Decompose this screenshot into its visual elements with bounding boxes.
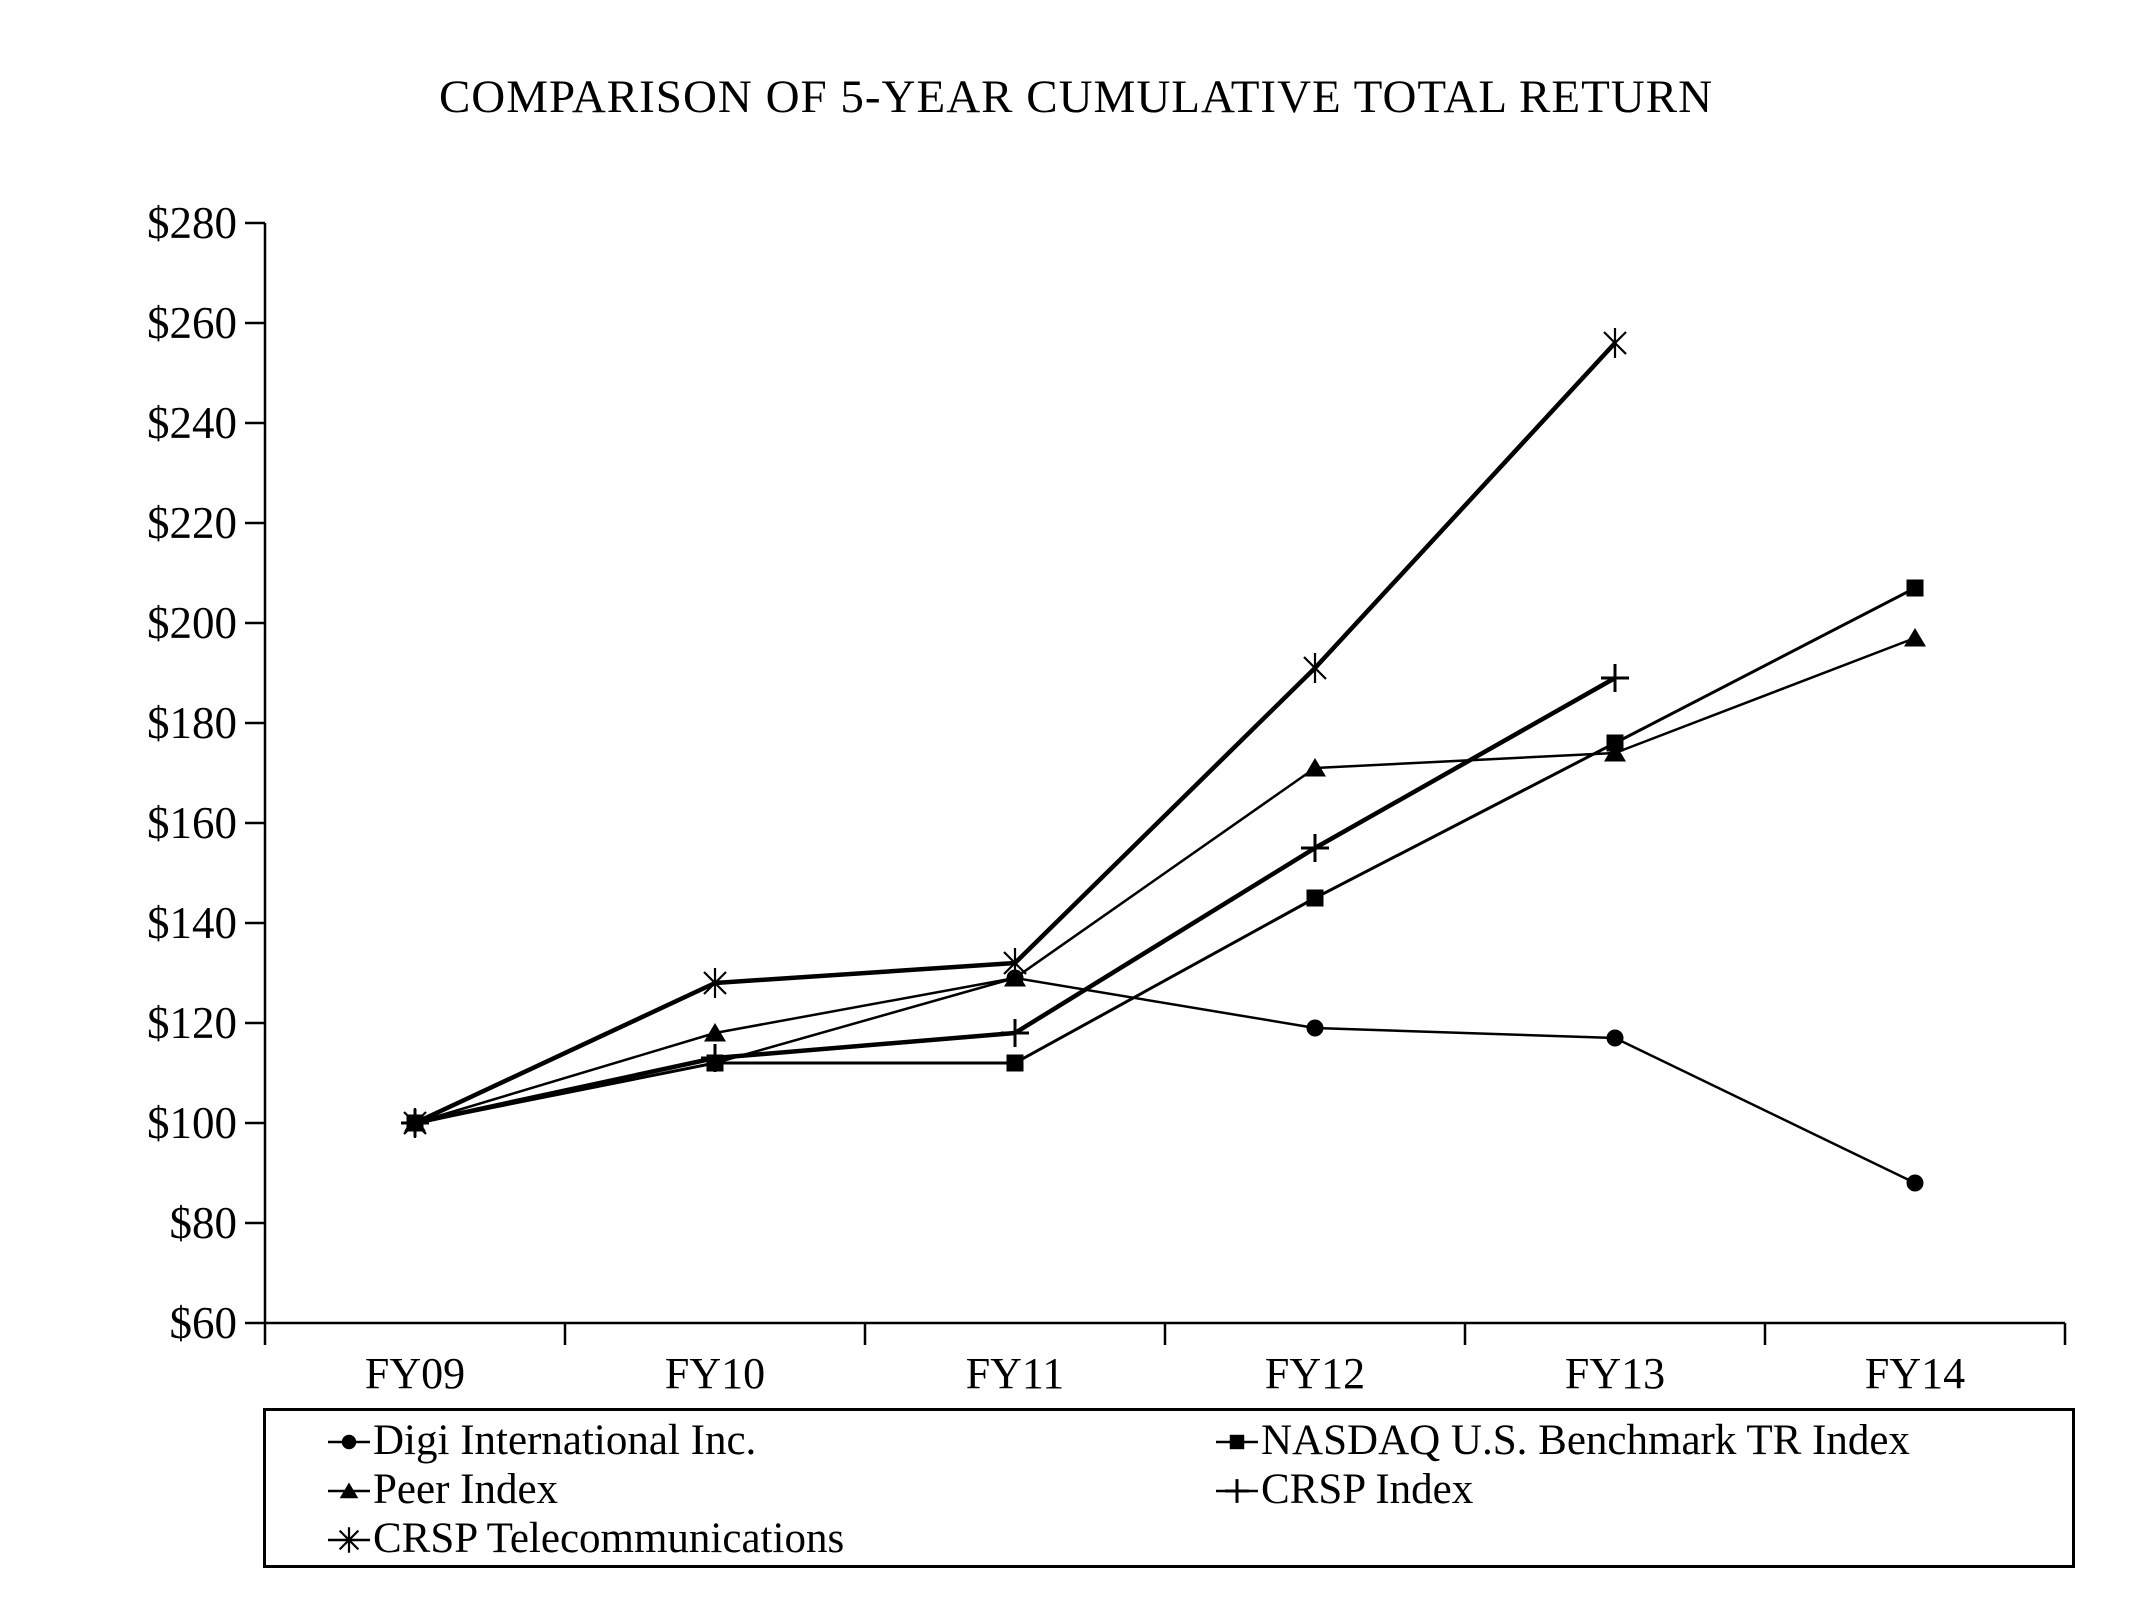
y-tick-label: $200 xyxy=(147,598,237,648)
chart-title: COMPARISON OF 5-YEAR CUMULATIVE TOTAL RE… xyxy=(438,71,1714,123)
y-tick-label: $180 xyxy=(147,698,237,748)
series-line-square xyxy=(414,586,1916,1125)
circle-marker-icon xyxy=(341,1434,357,1449)
asterisk-marker-icon xyxy=(1303,653,1327,683)
legend-item: NASDAQ U.S. Benchmark TR Index xyxy=(1214,1416,1910,1465)
y-tick-label: $100 xyxy=(147,1098,237,1148)
series-line-asterisk xyxy=(414,341,1617,1126)
x-category-label: FY13 xyxy=(1565,1349,1665,1398)
y-tick-label: $140 xyxy=(147,898,237,948)
square-marker-icon xyxy=(1229,1434,1245,1449)
square-legend-icon xyxy=(1216,1434,1258,1449)
legend-column: Digi International Inc. Peer Index CRSP Te… xyxy=(326,1416,844,1563)
x-category-label: FY14 xyxy=(1865,1349,1965,1398)
x-category-label: FY09 xyxy=(365,1349,465,1398)
circle-marker-icon xyxy=(1606,1029,1624,1047)
y-tick-label: $260 xyxy=(147,298,237,348)
legend-item: CRSP Index xyxy=(1214,1465,1910,1514)
plus-marker-icon xyxy=(1001,1019,1029,1047)
circle-marker-icon xyxy=(406,1114,424,1132)
legend-label: Digi International Inc. xyxy=(373,1417,757,1464)
series-line-triangle xyxy=(414,636,1916,1125)
circle-marker-icon xyxy=(1906,1174,1924,1192)
triangle-marker-icon xyxy=(1904,628,1926,647)
legend-label: Peer Index xyxy=(373,1466,559,1513)
y-tick-label: $80 xyxy=(170,1198,238,1248)
asterisk-marker-icon xyxy=(1603,328,1627,358)
square-marker-icon xyxy=(1006,1054,1024,1072)
triangle-marker-icon xyxy=(704,1023,726,1042)
legend-column: NASDAQ U.S. Benchmark TR Index CRSP Index xyxy=(1214,1416,1910,1514)
asterisk-marker-icon xyxy=(338,1526,360,1553)
series-line-circle xyxy=(414,976,1916,1185)
plus-marker-icon xyxy=(1225,1478,1249,1503)
x-category-label: FY11 xyxy=(966,1349,1065,1398)
plus-marker-icon xyxy=(1601,664,1629,692)
x-category-label: FY10 xyxy=(665,1349,765,1398)
x-category-label: FY12 xyxy=(1265,1349,1365,1398)
circle-marker-icon xyxy=(706,1054,724,1072)
y-tick-label: $60 xyxy=(170,1298,238,1348)
circle-marker-icon xyxy=(1306,1019,1324,1037)
legend-label: CRSP Telecommunications xyxy=(373,1515,845,1562)
legend-label: NASDAQ U.S. Benchmark TR Index xyxy=(1261,1417,1910,1464)
legend-item: CRSP Telecommunications xyxy=(326,1514,844,1563)
legend-item: Digi International Inc. xyxy=(326,1416,844,1465)
legend-box: Digi International Inc. Peer Index CRSP Te… xyxy=(263,1408,2075,1568)
y-tick-label: $220 xyxy=(147,498,237,548)
triangle-marker-icon xyxy=(1604,743,1626,762)
y-tick-label: $160 xyxy=(147,798,237,848)
asterisk-marker-icon xyxy=(703,968,727,998)
circle-legend-icon xyxy=(328,1434,370,1449)
circle-marker-icon xyxy=(1006,969,1024,987)
y-tick-label: $280 xyxy=(147,198,237,248)
asterisk-legend-icon xyxy=(328,1526,370,1553)
y-tick-label: $120 xyxy=(147,998,237,1048)
plus-legend-icon xyxy=(1216,1478,1258,1503)
triangle-marker-icon xyxy=(1304,758,1326,777)
legend-item: Peer Index xyxy=(326,1465,844,1514)
y-tick-label: $240 xyxy=(147,398,237,448)
triangle-legend-icon xyxy=(328,1482,370,1498)
square-marker-icon xyxy=(1906,579,1924,597)
triangle-marker-icon xyxy=(339,1482,359,1498)
plus-marker-icon xyxy=(1301,834,1329,862)
square-marker-icon xyxy=(1306,889,1324,907)
legend-label: CRSP Index xyxy=(1261,1466,1474,1513)
